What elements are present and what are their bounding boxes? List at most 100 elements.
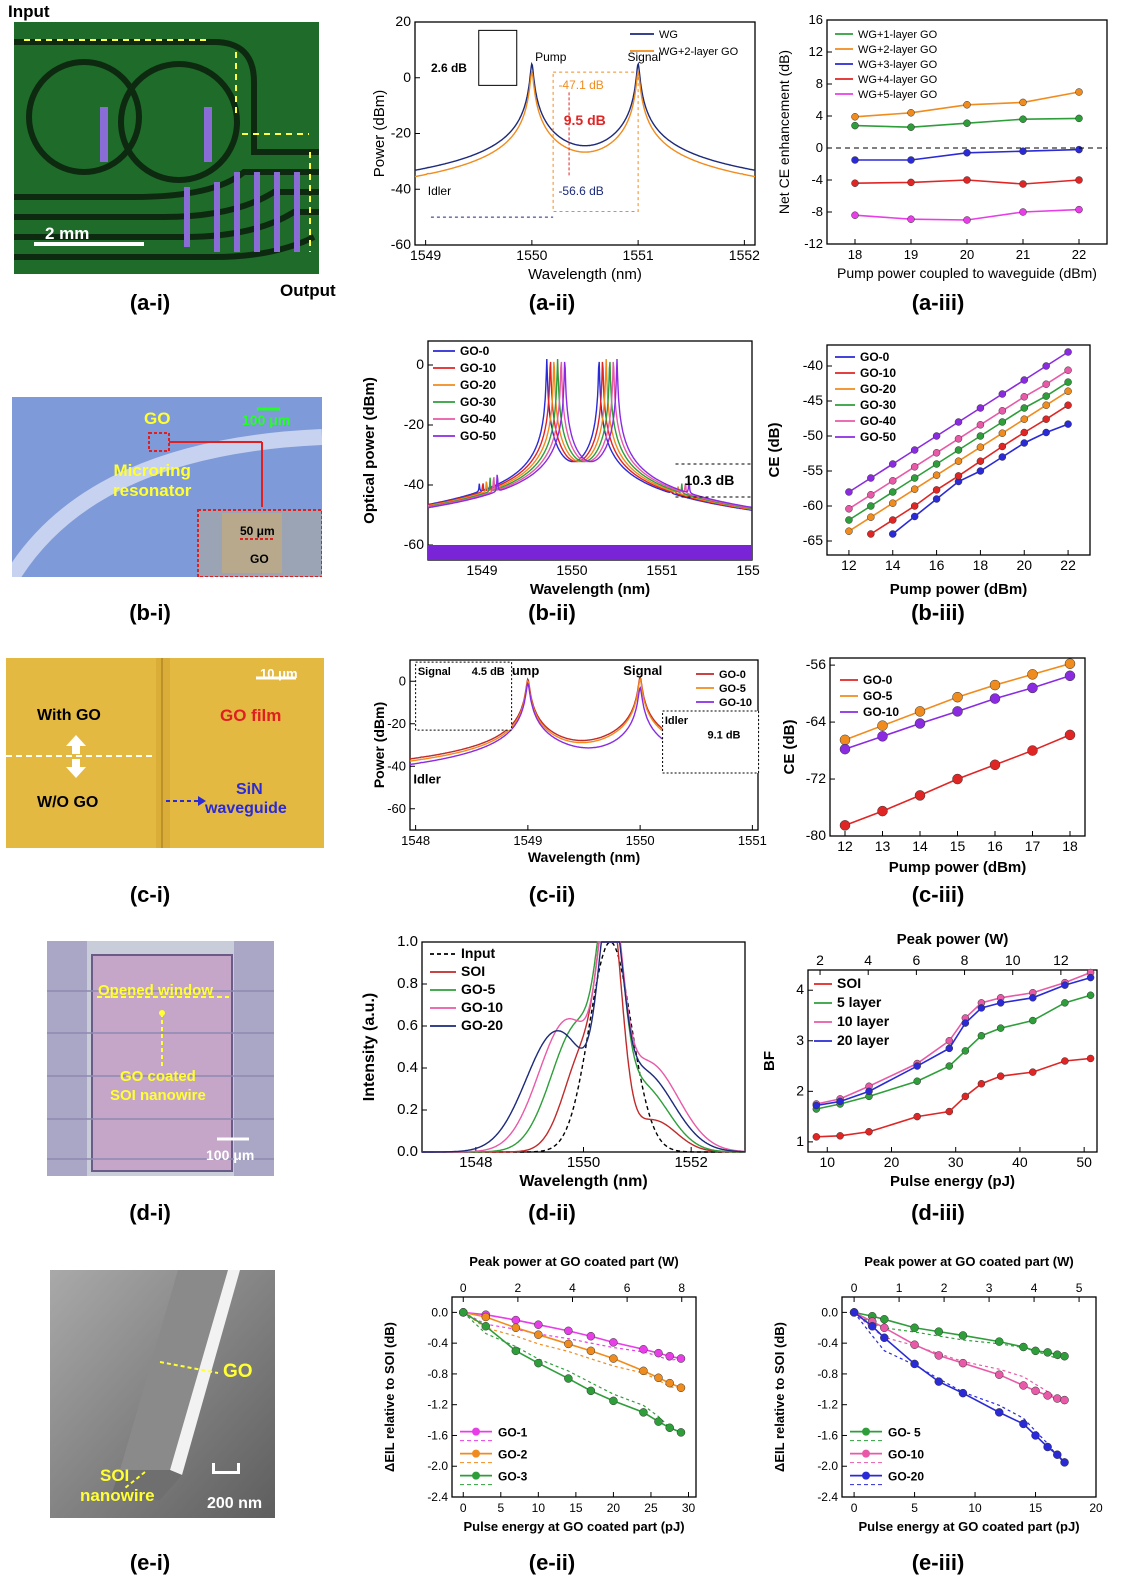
legend-marker — [472, 1471, 480, 1480]
data-point — [910, 1323, 919, 1333]
data-point — [963, 119, 971, 127]
data-point — [865, 1128, 873, 1136]
x-axis-title: Pump power (dBm) — [890, 581, 1028, 598]
data-point — [845, 527, 853, 535]
data-point — [996, 999, 1005, 1007]
b-i-ring-label: Microring resonator — [113, 461, 192, 500]
data-point — [1019, 180, 1027, 188]
e-i-soi2: nanowire — [80, 1486, 155, 1505]
data-point — [1020, 415, 1028, 423]
data-point — [851, 179, 859, 187]
y-tick-label: 0.6 — [397, 1017, 418, 1034]
data-point — [1020, 428, 1028, 437]
data-point — [851, 121, 859, 130]
y-axis-title: BF — [761, 1051, 778, 1071]
data-point — [958, 1388, 968, 1398]
data-point — [932, 495, 941, 503]
legend-entry: GO-40 — [460, 412, 496, 426]
y-tick-label: 2 — [796, 1082, 804, 1098]
x-tick-label: 1548 — [401, 833, 430, 848]
legend-entry: GO-0 — [460, 344, 490, 358]
spectrum-WG — [414, 61, 756, 171]
x-tick-label: 20 — [960, 247, 974, 262]
data-point — [998, 453, 1007, 461]
data-point — [676, 1428, 686, 1437]
data-point — [812, 1133, 821, 1141]
x-tick-label: 21 — [1016, 247, 1030, 262]
top-tick-label: 4 — [864, 952, 872, 968]
y-tick-label: -20 — [387, 716, 406, 731]
legend-entry: GO-30 — [460, 395, 496, 409]
data-point — [511, 1315, 521, 1325]
y-tick-label: -60 — [387, 801, 406, 816]
data-point — [1064, 387, 1072, 395]
data-point — [989, 679, 1001, 691]
data-point — [889, 516, 897, 524]
data-point — [977, 1080, 986, 1088]
x-tick-label: 18 — [973, 557, 989, 573]
data-point — [851, 156, 859, 164]
x-tick-label: 25 — [644, 1501, 658, 1515]
top-tick-label: 2 — [941, 1281, 948, 1295]
data-point — [1031, 1386, 1040, 1396]
data-point — [889, 530, 897, 538]
legend-entry: GO-20 — [461, 1017, 503, 1033]
y-axis-title: CE (dB) — [766, 423, 783, 478]
data-point — [945, 1062, 954, 1070]
chart-e-iii: 0 5 10 15 200.0-0.4-0.8-1.2-1.6-2.0-2.4Pulse… — [772, 1254, 1103, 1534]
data-point — [977, 1004, 986, 1012]
y-tick-label: 0 — [403, 69, 411, 85]
y-tick-label: -1.6 — [817, 1428, 838, 1442]
data-point — [839, 820, 851, 831]
y-tick-label: 0.8 — [397, 975, 418, 992]
x-axis-title: Pulse energy at GO coated part (pJ) — [463, 1519, 684, 1534]
data-point — [609, 1354, 618, 1363]
y-tick-label: 0 — [416, 356, 424, 372]
legend-entry: GO-30 — [860, 398, 896, 412]
spectrum-GO-30 — [427, 358, 752, 510]
y-tick-label: 0.0 — [821, 1305, 838, 1319]
idler-label: Idler — [428, 184, 451, 198]
data-point — [1064, 420, 1072, 428]
data-point — [1020, 393, 1028, 401]
y-tick-label: -60 — [803, 497, 823, 513]
data-point — [910, 474, 919, 482]
data-point — [877, 805, 888, 817]
y-tick-label: -8 — [811, 204, 823, 219]
x-tick-label: 1551 — [738, 833, 767, 848]
data-point — [851, 211, 859, 219]
y-tick-label: -2.0 — [427, 1459, 448, 1473]
data-point — [1064, 658, 1076, 669]
x-tick-label: 22 — [1072, 247, 1086, 262]
photo-a-i — [14, 22, 319, 274]
data-point — [867, 1321, 877, 1331]
legend-entry: GO-10 — [860, 366, 896, 380]
y-tick-label: -40 — [391, 180, 411, 196]
legend-entry: GO-20 — [460, 378, 496, 392]
data-point — [1064, 378, 1072, 386]
y-tick-label: -0.8 — [817, 1367, 838, 1381]
top-axis-title: Peak power (W) — [897, 931, 1009, 948]
x-tick-label: 16 — [987, 838, 1003, 854]
y-tick-label: -2.4 — [817, 1490, 838, 1504]
data-point — [989, 759, 1001, 771]
data-point — [867, 502, 875, 510]
data-point — [1075, 145, 1083, 154]
c-i-wg1: SiN — [236, 781, 263, 798]
data-point — [934, 1351, 944, 1360]
legend-entry: 5 layer — [837, 994, 882, 1010]
x-tick-label: 22 — [1060, 557, 1076, 573]
data-point — [1064, 366, 1072, 374]
data-point — [511, 1346, 521, 1356]
chart-c-iii: 12 13 14 15 16 17 18 -80 -72 -64 -56 Pump power (dB… — [781, 656, 1086, 876]
a-i-input-label: Input — [8, 2, 50, 21]
data-point — [996, 1024, 1005, 1032]
data-point — [976, 443, 985, 451]
data-point — [910, 485, 919, 493]
data-point — [1031, 1346, 1040, 1356]
data-point — [609, 1338, 618, 1347]
data-point — [1064, 729, 1076, 741]
data-point — [1075, 205, 1083, 214]
data-point — [934, 1377, 944, 1386]
x-tick-label: 10 — [532, 1501, 546, 1515]
